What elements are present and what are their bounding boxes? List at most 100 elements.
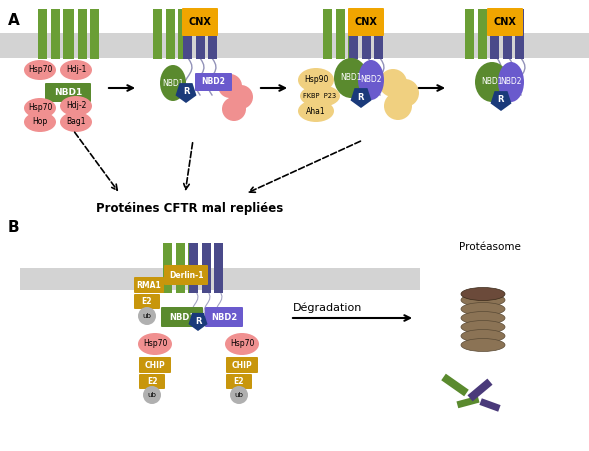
Text: CHIP: CHIP: [145, 360, 166, 369]
Text: ub: ub: [143, 313, 151, 319]
Text: CNX: CNX: [188, 17, 211, 27]
Bar: [490, 9, 499, 59]
Text: A: A: [8, 13, 20, 28]
Text: Dégradation: Dégradation: [293, 303, 363, 313]
Ellipse shape: [138, 333, 172, 355]
Text: Hsp90: Hsp90: [304, 75, 328, 84]
Text: NBD1: NBD1: [169, 313, 195, 322]
Text: NBD1: NBD1: [481, 78, 503, 87]
Bar: [163, 243, 172, 293]
Ellipse shape: [461, 312, 505, 325]
Ellipse shape: [461, 287, 505, 300]
FancyBboxPatch shape: [348, 8, 384, 36]
FancyBboxPatch shape: [226, 374, 252, 389]
Bar: [20, 268, 420, 290]
Text: R: R: [183, 87, 189, 97]
Text: CNX: CNX: [355, 17, 378, 27]
Text: E2: E2: [234, 377, 244, 386]
Text: NBD2: NBD2: [500, 78, 522, 87]
Bar: [51, 9, 59, 59]
Polygon shape: [441, 374, 469, 396]
Polygon shape: [176, 83, 197, 103]
Text: NBD2: NBD2: [201, 78, 226, 87]
Bar: [374, 9, 383, 59]
Ellipse shape: [60, 60, 92, 80]
Text: NBD2: NBD2: [360, 75, 382, 84]
Bar: [38, 9, 47, 59]
Bar: [336, 9, 345, 59]
Ellipse shape: [461, 303, 505, 316]
Text: Protéasome: Protéasome: [459, 242, 521, 252]
Text: Derlin-1: Derlin-1: [169, 271, 203, 280]
Polygon shape: [468, 378, 492, 401]
FancyBboxPatch shape: [161, 307, 203, 327]
Circle shape: [384, 92, 412, 120]
Text: Protéines CFTR mal repliées: Protéines CFTR mal repliées: [97, 202, 284, 215]
Ellipse shape: [225, 333, 259, 355]
Bar: [362, 9, 370, 59]
Bar: [178, 9, 187, 59]
Ellipse shape: [160, 65, 186, 101]
Text: R: R: [195, 317, 201, 326]
FancyBboxPatch shape: [164, 265, 208, 285]
Circle shape: [138, 307, 156, 325]
FancyBboxPatch shape: [195, 73, 232, 91]
Bar: [201, 243, 210, 293]
Text: NBD1: NBD1: [54, 88, 82, 97]
Ellipse shape: [298, 68, 334, 92]
Text: NBD1: NBD1: [340, 74, 362, 83]
Bar: [502, 9, 511, 59]
Text: NBD2: NBD2: [211, 313, 237, 322]
Bar: [63, 9, 72, 59]
Ellipse shape: [475, 62, 509, 102]
Polygon shape: [188, 313, 207, 331]
FancyBboxPatch shape: [134, 277, 164, 293]
Text: Bag1: Bag1: [66, 118, 86, 126]
Text: Aha1: Aha1: [306, 106, 326, 115]
Bar: [465, 9, 474, 59]
Text: Hsp70: Hsp70: [28, 65, 52, 74]
Text: Hsp70: Hsp70: [143, 340, 167, 349]
FancyBboxPatch shape: [134, 294, 160, 309]
Circle shape: [218, 74, 242, 98]
Text: B: B: [8, 220, 19, 235]
Bar: [189, 243, 198, 293]
Bar: [349, 9, 358, 59]
Text: Hop: Hop: [32, 118, 48, 126]
Ellipse shape: [461, 321, 505, 333]
FancyBboxPatch shape: [139, 357, 171, 373]
Ellipse shape: [60, 112, 92, 132]
Ellipse shape: [24, 98, 56, 118]
FancyBboxPatch shape: [226, 357, 258, 373]
Text: R: R: [358, 92, 364, 101]
Circle shape: [229, 85, 253, 109]
Ellipse shape: [60, 96, 92, 116]
Polygon shape: [350, 88, 372, 108]
Bar: [183, 9, 192, 59]
Bar: [196, 9, 204, 59]
Ellipse shape: [461, 330, 505, 342]
Circle shape: [143, 386, 161, 404]
FancyBboxPatch shape: [487, 8, 523, 36]
Circle shape: [379, 69, 407, 97]
Ellipse shape: [24, 112, 56, 132]
Bar: [188, 243, 197, 293]
FancyBboxPatch shape: [45, 83, 91, 102]
Polygon shape: [479, 398, 501, 412]
Bar: [323, 9, 332, 59]
Bar: [348, 9, 357, 59]
Text: R: R: [498, 96, 504, 105]
Bar: [515, 9, 524, 59]
Text: E2: E2: [147, 377, 157, 386]
Ellipse shape: [461, 294, 505, 307]
Text: ub: ub: [234, 392, 243, 398]
Text: E2: E2: [142, 297, 152, 306]
Polygon shape: [456, 396, 479, 408]
Ellipse shape: [461, 339, 505, 351]
Text: NBD1: NBD1: [162, 78, 184, 87]
Text: RMA1: RMA1: [137, 281, 161, 290]
FancyBboxPatch shape: [182, 8, 218, 36]
Text: Hdj-1: Hdj-1: [66, 65, 86, 74]
Text: CNX: CNX: [494, 17, 517, 27]
Bar: [153, 9, 162, 59]
